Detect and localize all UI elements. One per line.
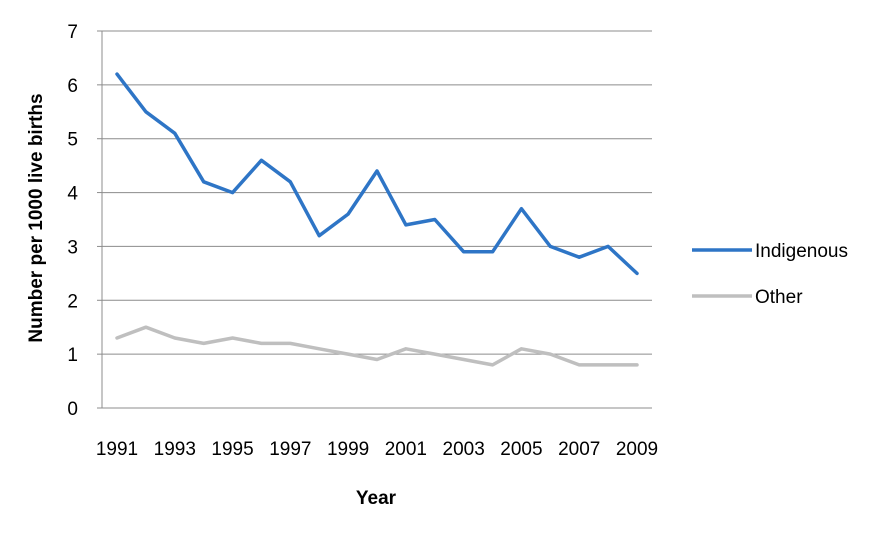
series-line-other	[117, 327, 637, 365]
x-tick-label: 1997	[269, 439, 311, 460]
legend-label-indigenous: Indigenous	[755, 241, 848, 262]
y-tick-label: 3	[67, 237, 78, 258]
x-tick-labels: 1991 1993 1995 1997 1999 2001 2003 2005 2007 2009	[96, 439, 658, 460]
data-series	[117, 74, 637, 365]
series-line-indigenous	[117, 74, 637, 273]
gridlines	[102, 31, 652, 354]
y-tick-label: 2	[67, 291, 78, 312]
y-tick-label: 0	[67, 399, 78, 420]
x-tick-label: 1995	[211, 439, 253, 460]
x-tick-label: 2007	[558, 439, 600, 460]
x-tick-label: 2003	[443, 439, 485, 460]
x-tick-label: 2001	[385, 439, 427, 460]
y-axis-title: Number per 1000 live births	[26, 93, 47, 342]
y-tick-label: 1	[67, 345, 78, 366]
x-tick-label: 2009	[616, 439, 658, 460]
x-tick-label: 1991	[96, 439, 138, 460]
y-tick-label: 6	[67, 76, 78, 97]
legend-label-other: Other	[755, 287, 803, 308]
legend: Indigenous Other	[692, 241, 848, 308]
y-tick-label: 4	[67, 184, 78, 205]
x-tick-label: 2005	[500, 439, 542, 460]
y-tick-label: 5	[67, 130, 78, 151]
x-axis-title: Year	[356, 488, 397, 509]
y-tick-label: 7	[67, 22, 78, 43]
x-tick-label: 1999	[327, 439, 369, 460]
x-tick-label: 1993	[154, 439, 196, 460]
axes	[97, 31, 652, 408]
y-tick-labels: 0 1 2 3 4 5 6 7	[67, 22, 78, 420]
